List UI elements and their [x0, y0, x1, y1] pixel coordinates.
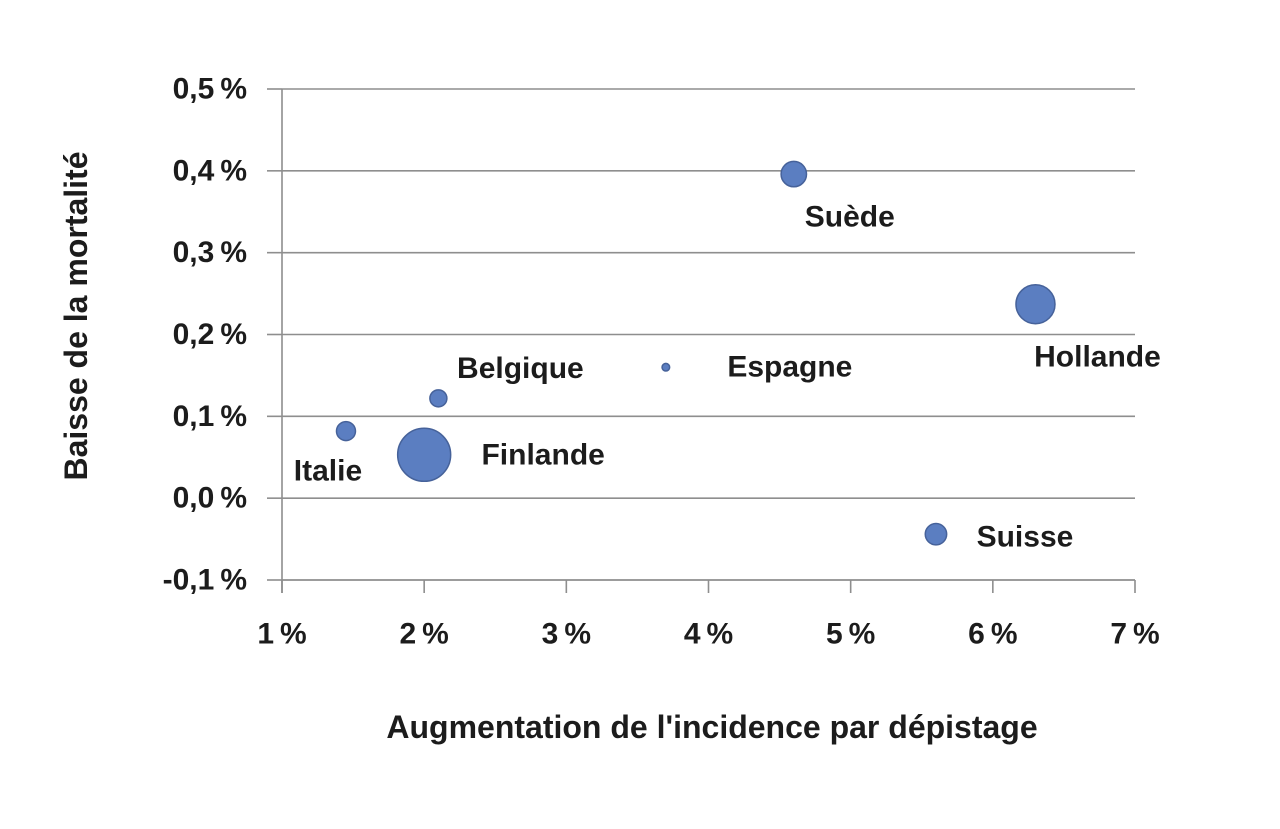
- point-label-suisse: Suisse: [977, 521, 1074, 554]
- x-tick-label: 4 %: [684, 618, 733, 651]
- y-tick-label: -0,1 %: [163, 564, 247, 597]
- y-tick-label: 0,5 %: [173, 73, 247, 106]
- y-tick-label: 0,3 %: [173, 236, 247, 269]
- x-tick-label: 5 %: [826, 618, 875, 651]
- bubble-italie: [335, 420, 357, 442]
- point-label-finlande: Finlande: [481, 438, 604, 471]
- y-tick-labels: 0,5 % 0,4 % 0,3 % 0,2 % 0,1 % 0,0 % -0,1 %: [163, 73, 247, 597]
- x-tick-label: 6 %: [968, 618, 1017, 651]
- x-tick-label: 3 %: [542, 618, 591, 651]
- y-tick-label: 0,2 %: [173, 318, 247, 351]
- bubbles: [335, 160, 1056, 546]
- y-tick-label: 0,0 %: [173, 482, 247, 515]
- x-tick-labels: 1 % 2 % 3 % 4 % 5 % 6 % 7 %: [257, 618, 1159, 651]
- x-tick-label: 1 %: [257, 618, 306, 651]
- y-tick-label: 0,4 %: [173, 154, 247, 187]
- point-labels: Italie Finlande Belgique Espagne Suède Hollan…: [294, 201, 1161, 554]
- point-label-hollande: Hollande: [1034, 341, 1161, 374]
- bubble-finlande: [396, 427, 452, 483]
- y-tick-label: 0,1 %: [173, 400, 247, 433]
- point-label-italie: Italie: [294, 455, 362, 488]
- x-tick-label: 7 %: [1110, 618, 1159, 651]
- y-axis-title: Baisse de la mortalité: [58, 151, 94, 480]
- point-label-belgique: Belgique: [457, 352, 584, 385]
- bubble-suisse: [924, 522, 948, 546]
- bubble-hollande: [1015, 283, 1056, 325]
- axis-lines: [267, 88, 1136, 593]
- point-label-suede: Suède: [805, 201, 895, 234]
- bubble-belgique: [429, 389, 448, 408]
- bubble-suede: [780, 160, 808, 188]
- gridlines: [282, 88, 1135, 581]
- x-tick-label: 2 %: [399, 618, 448, 651]
- x-axis-title: Augmentation de l'incidence par dépistag…: [386, 709, 1037, 745]
- bubble-espagne: [661, 362, 671, 372]
- point-label-espagne: Espagne: [727, 351, 852, 384]
